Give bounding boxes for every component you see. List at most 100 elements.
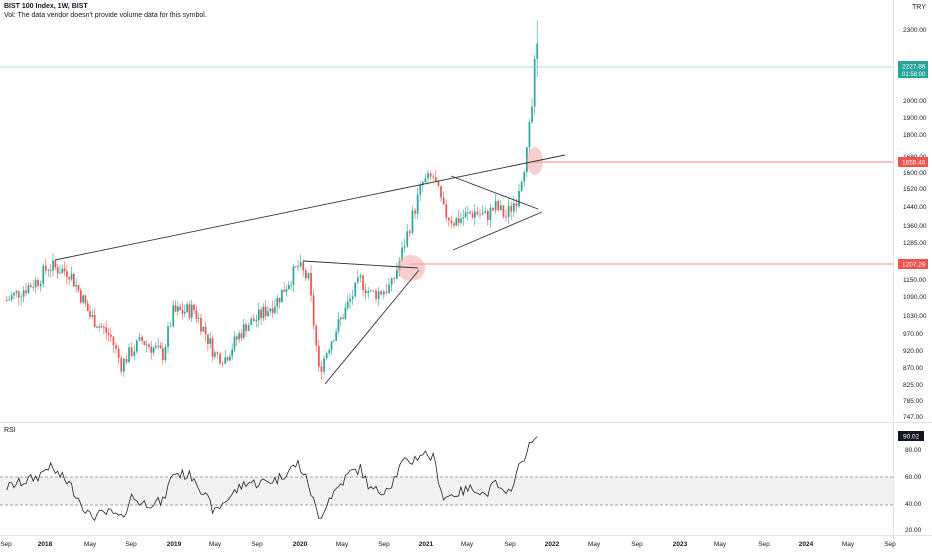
candle-body [255, 320, 258, 322]
last-price-value: 2227.86 [902, 64, 926, 71]
candle-body [98, 326, 101, 328]
candle-body [455, 218, 458, 226]
candle-body [429, 173, 432, 177]
price-tick-label: 1800.00 [903, 132, 927, 139]
candle-body [6, 300, 8, 301]
candle-body [370, 290, 372, 292]
candle-body [61, 268, 64, 274]
candle-body [79, 290, 82, 303]
time-tick-label: May [84, 541, 97, 548]
candle-body [419, 185, 422, 195]
price-tick-label: 1090.00 [903, 294, 927, 301]
triangle-upper-2[interactable] [450, 175, 539, 210]
candle-body [337, 319, 340, 332]
candle-body [18, 291, 20, 298]
trendline-long[interactable] [54, 154, 566, 261]
candle-body [479, 214, 481, 216]
candle-body [235, 336, 238, 340]
currency-label[interactable]: TRY [912, 4, 926, 11]
candle-body [442, 197, 445, 205]
candle-body [172, 305, 175, 327]
candle-body [22, 290, 25, 297]
candle-body [290, 284, 292, 286]
candle-body [110, 334, 112, 337]
candle-body [523, 172, 526, 182]
candle-body [333, 340, 335, 342]
candle-body [39, 283, 42, 286]
time-tick-label: Sep [378, 541, 390, 548]
candle-body [297, 266, 299, 268]
candle-body [157, 345, 160, 347]
candle-body [385, 291, 388, 293]
candle-body [107, 332, 110, 335]
candle-body [342, 317, 344, 319]
rsi-tick-label: 40.00 [905, 501, 922, 508]
candle-body [357, 277, 359, 283]
candle-body [202, 326, 205, 332]
candle-body [411, 210, 414, 233]
candle-body [489, 207, 492, 221]
candle-body [299, 262, 302, 267]
price-tick-label: 970.00 [903, 331, 923, 338]
price-tick-label: 1360.00 [903, 223, 927, 230]
candle-body [416, 194, 419, 214]
lower-level-value: 1207.29 [902, 262, 926, 269]
triangle-lower-1[interactable] [324, 269, 420, 385]
price-tick-label: 2000.00 [903, 98, 927, 105]
candle-body [54, 260, 57, 268]
rsi-line [6, 436, 538, 522]
rsi-value-tag [898, 431, 924, 441]
time-tick-label: Sep [884, 541, 896, 548]
candle-body [462, 217, 465, 219]
triangle-upper-1[interactable] [302, 260, 419, 269]
rsi-tick-label: 80.00 [905, 447, 922, 454]
candle-body [294, 266, 297, 268]
price-tick-label: 1440.00 [903, 204, 927, 211]
candle-body [533, 58, 536, 107]
candle-body [502, 205, 505, 217]
candle-body [518, 191, 520, 207]
time-axis[interactable]: Sep 2018 May Sep 2019 May Sep 2020 May Sep 2021 May… [0, 541, 896, 548]
candle-body [422, 181, 424, 186]
price-axis[interactable]: 2300.002100.002000.001900.001800.001680.… [903, 27, 927, 421]
rsi-value: 90.02 [903, 434, 920, 441]
rsi-axis[interactable]: 80.00 60.00 40.00 20.00 [905, 447, 922, 534]
time-tick-label: Sep [631, 541, 643, 548]
time-tick-label: Sep [125, 541, 137, 548]
candle-body [401, 247, 403, 261]
candle-body [70, 273, 73, 280]
triangle-lower-2[interactable] [452, 211, 543, 251]
candle-body [285, 289, 288, 292]
candle-body [200, 318, 202, 332]
candle-body [32, 286, 35, 288]
candle-body [89, 311, 91, 317]
candle-body [186, 304, 188, 312]
candle-body [367, 291, 370, 294]
candle-body [253, 318, 255, 322]
candle-body [467, 211, 469, 213]
candle-body [283, 289, 286, 292]
rsi-label[interactable]: RSI [4, 427, 16, 434]
time-tick-label: May [588, 541, 601, 548]
candle-body [42, 265, 45, 284]
candle-body [349, 298, 351, 302]
last-price-tag [898, 61, 928, 78]
time-tick-label: 2018 [38, 541, 53, 548]
time-tick-label: 2021 [419, 541, 434, 548]
candle-body [240, 333, 243, 338]
chart-title[interactable]: BIST 100 Index, 1W, BIST [4, 3, 88, 10]
candle-body [15, 291, 18, 293]
candle-body [68, 277, 71, 280]
candle-body [448, 217, 450, 221]
price-tick-label: 870.00 [903, 365, 923, 372]
time-tick-label: May [714, 541, 727, 548]
candle-body [30, 285, 32, 287]
time-tick-label: Sep [758, 541, 770, 548]
candle-body [471, 213, 474, 218]
price-tick-label: 1520.00 [903, 186, 927, 193]
time-tick-label: Sep [0, 541, 12, 548]
candle-body [320, 366, 323, 372]
candle-body [209, 338, 212, 344]
